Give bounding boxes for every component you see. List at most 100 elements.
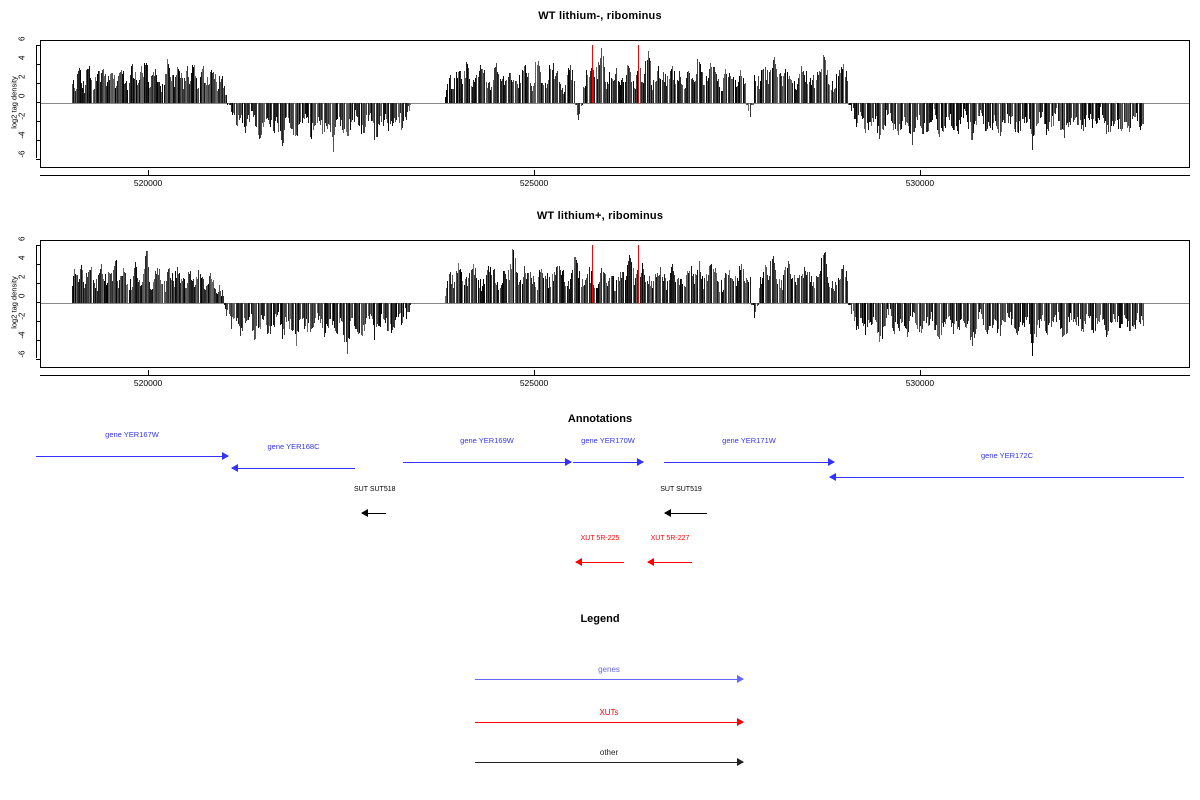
feature-line [403,462,571,463]
legend-label: genes [598,665,620,674]
feature-label: XUT 5R-225 [580,535,620,542]
feature-label: gene YER168C [267,442,320,451]
y-tick-label: 0 [17,93,27,98]
arrowhead-left [647,558,654,566]
annotation-feature[interactable]: XUT 5R-227 [647,535,692,570]
y-axis-line [36,44,37,159]
annotation-feature[interactable]: gene YER168C [231,442,355,476]
y-tick-label: -4 [17,331,27,339]
y-tick-label: -4 [17,131,27,139]
annotation-feature[interactable]: XUT 5R-225 [575,535,624,570]
feature-label: gene YER172C [981,451,1033,460]
annotation-feature[interactable]: gene YER167W [36,430,229,464]
x-axis-line [40,375,1190,376]
zero-baseline [41,102,1189,104]
y-tick-label: 6 [17,36,27,41]
plot-panel-lithium-plus: WT lithium+, ribominus log2 tag density … [0,210,1200,388]
highlighted-bar [592,244,594,303]
legend-entry: other [475,746,744,770]
x-tick-label: 520000 [133,378,163,388]
y-tick [36,301,40,303]
arrowhead-right [737,675,744,683]
y-tick [36,263,40,265]
feature-line [576,562,624,563]
x-tick [919,170,921,175]
arrowhead-left [361,509,368,517]
plot-area [40,240,1190,368]
feature-line [648,562,692,563]
feature-line [362,513,386,514]
y-tick-label: 2 [17,274,27,279]
arrowhead-right [828,458,835,466]
x-tick-label: 525000 [519,378,549,388]
annotation-feature[interactable]: SUT SUT519 [660,486,707,521]
feature-line [665,513,707,514]
y-tick-label: -2 [17,312,27,320]
arrowhead-right [737,758,744,766]
x-tick-label: 530000 [905,178,935,188]
y-tick-label: -6 [17,350,27,358]
annotation-feature[interactable]: gene YER169W [403,436,572,470]
y-axis-line [36,244,37,359]
plot-panel-lithium-minus: WT lithium-, ribominus log2 tag density … [0,10,1200,188]
y-tick [36,358,40,360]
legend-label: other [599,748,619,757]
highlighted-bar [638,244,640,303]
panel-title: WT lithium+, ribominus [536,210,664,222]
feature-line [232,468,355,469]
arrowhead-left [575,558,582,566]
y-tick-label: -2 [17,112,27,120]
annotation-feature[interactable]: gene YER170W [573,436,644,470]
x-tick [148,170,150,175]
y-tick [36,282,40,284]
legend-track: genes XUTs other [0,640,1200,766]
y-tick-label: 4 [17,55,27,60]
annotation-feature[interactable]: gene YER171W [664,436,835,470]
feature-label: gene YER169W [460,436,514,445]
x-tick [148,370,150,375]
feature-label: gene YER171W [722,436,776,445]
feature-label: XUT 5R-227 [650,535,690,542]
legend-entry: XUTs [475,706,744,730]
y-tick [36,320,40,322]
arrowhead-left [664,509,671,517]
feature-line [36,456,228,457]
legend-line [475,762,743,763]
highlighted-bar [638,44,640,103]
y-tick [36,44,40,46]
feature-label: gene YER167W [105,430,159,439]
legend-label: XUTs [599,708,619,717]
legend-line [475,679,743,680]
x-tick-label: 520000 [133,178,163,188]
y-tick [36,120,40,122]
x-tick [534,170,535,175]
y-tick [36,158,40,160]
arrowhead-right [637,458,644,466]
feature-line [830,477,1184,478]
feature-line [573,462,643,463]
zero-baseline [41,302,1189,304]
x-tick-label: 525000 [519,178,549,188]
feature-label: gene YER170W [581,436,635,445]
x-tick [919,370,921,375]
feature-label: SUT SUT519 [660,486,702,493]
arrowhead-right [737,718,744,726]
arrowhead-right [222,452,229,460]
annotations-track: gene YER167W gene YER168C gene YER169W gene… [0,430,1200,570]
feature-line [664,462,834,463]
panel-title: WT lithium-, ribominus [538,10,662,22]
y-tick [36,339,40,341]
arrowhead-left [829,473,836,481]
plot-area [40,40,1190,168]
y-tick [36,82,40,84]
annotation-feature[interactable]: gene YER172C [829,451,1184,485]
legend-heading: Legend [580,613,620,625]
y-tick [36,244,40,246]
arrowhead-right [565,458,572,466]
legend-line [475,722,743,723]
x-tick [534,370,535,375]
annotation-feature[interactable]: SUT SUT518 [354,486,396,521]
highlighted-bar [592,44,594,103]
y-tick-label: 2 [17,74,27,79]
arrowhead-left [231,464,238,472]
